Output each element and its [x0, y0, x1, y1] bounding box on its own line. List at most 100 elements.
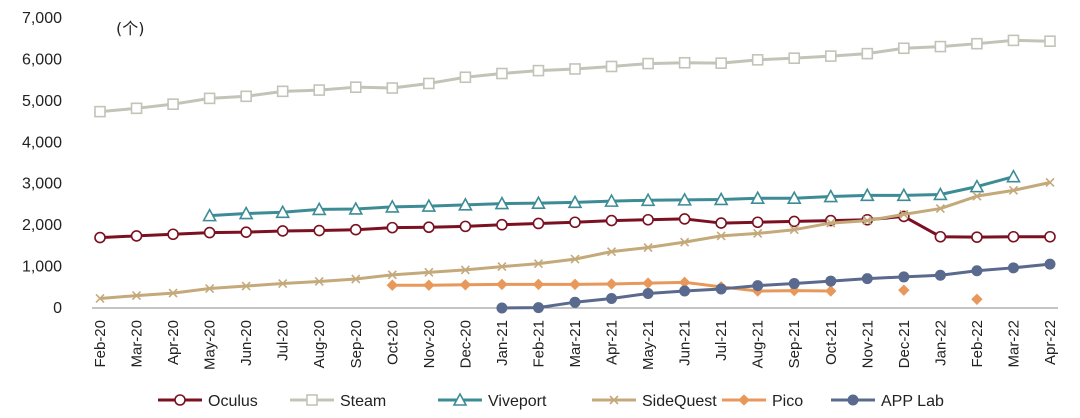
data-point-sidequest: [606, 247, 617, 257]
data-point-app-lab: [752, 280, 764, 292]
x-tick-label: Sep-20: [348, 320, 365, 368]
data-point-app-lab: [861, 273, 873, 285]
data-point-steam: [203, 92, 216, 105]
series-viveport: [202, 169, 1021, 222]
y-tick-label: 5,000: [22, 93, 62, 110]
data-point-sidequest: [570, 254, 580, 264]
data-point-sidequest: [899, 209, 909, 219]
x-tick-label: Apr-22: [1042, 320, 1059, 365]
x-tick-label: Jan-21: [494, 320, 511, 366]
data-point-steam: [532, 64, 545, 77]
data-point-viveport: [348, 201, 364, 215]
data-point-pico: [605, 278, 618, 290]
x-tick-label: Aug-20: [311, 320, 328, 368]
data-point-viveport: [1006, 169, 1021, 183]
data-point-steam: [496, 67, 508, 80]
data-point-oculus: [605, 214, 618, 227]
data-point-viveport: [859, 187, 875, 202]
x-tick-label: Nov-21: [859, 320, 876, 368]
legend-label: Oculus: [208, 393, 258, 410]
data-point-sidequest: [351, 274, 361, 284]
data-point-sidequest: [314, 276, 324, 287]
data-point-oculus: [203, 226, 216, 239]
data-point-oculus: [934, 230, 947, 243]
legend-label: APP Lab: [881, 393, 944, 410]
data-point-oculus: [423, 221, 435, 234]
data-point-pico: [459, 279, 472, 291]
data-point-oculus: [276, 225, 289, 237]
data-point-steam: [240, 90, 252, 103]
x-tick-label: Aug-21: [750, 320, 767, 368]
data-point-sidequest: [1008, 185, 1019, 195]
data-point-sidequest: [935, 204, 945, 214]
data-point-steam: [605, 60, 618, 73]
data-point-oculus: [569, 216, 581, 229]
legend-marker-app-lab: [847, 394, 859, 406]
data-point-sidequest: [643, 242, 653, 253]
x-tick-label: Apr-20: [165, 320, 182, 365]
data-point-viveport: [604, 193, 619, 207]
data-point-viveport: [531, 195, 546, 209]
data-point-oculus: [386, 221, 399, 234]
data-point-pico: [642, 277, 654, 289]
data-point-sidequest: [95, 293, 105, 304]
data-point-viveport: [896, 187, 912, 202]
data-point-viveport: [713, 191, 729, 206]
data-point-app-lab: [532, 302, 544, 314]
y-tick-label: 6,000: [22, 51, 62, 68]
data-point-viveport: [933, 186, 948, 201]
x-tick-label: Jul-20: [275, 320, 292, 361]
legend-label: SideQuest: [642, 393, 717, 410]
x-tick-label: Oct-20: [384, 320, 401, 365]
data-point-sidequest: [533, 259, 544, 269]
legend-item-oculus: Oculus: [158, 393, 258, 410]
data-point-viveport: [421, 198, 437, 212]
data-point-steam: [569, 63, 581, 75]
data-point-oculus: [349, 223, 362, 236]
data-point-pico: [898, 284, 910, 296]
x-tick-label: Mar-21: [567, 320, 584, 368]
data-point-viveport: [202, 207, 217, 222]
data-point-sidequest: [716, 231, 726, 241]
legend-marker-steam: [306, 394, 318, 406]
x-tick-label: Feb-22: [969, 320, 986, 368]
x-tick-label: Dec-21: [896, 320, 913, 368]
data-point-viveport: [823, 188, 839, 203]
data-point-oculus: [240, 226, 252, 238]
data-point-oculus: [751, 216, 764, 229]
data-point-oculus: [1007, 230, 1020, 243]
data-point-pico: [423, 279, 435, 291]
data-point-viveport: [384, 199, 400, 213]
data-point-oculus: [94, 231, 106, 244]
data-point-steam: [130, 102, 143, 115]
data-point-viveport: [677, 192, 692, 206]
data-point-steam: [313, 84, 326, 96]
data-point-app-lab: [606, 292, 618, 304]
data-point-sidequest: [753, 228, 763, 238]
legend-marker-oculus: [174, 394, 186, 406]
series-app-lab: [496, 258, 1056, 314]
x-tick-label: May-20: [202, 320, 219, 370]
x-tick-label: Dec-20: [457, 320, 474, 368]
data-point-pico: [386, 279, 399, 291]
data-point-pico: [496, 278, 508, 291]
data-point-sidequest: [680, 237, 690, 247]
data-point-oculus: [130, 230, 143, 242]
data-point-pico: [971, 293, 983, 306]
data-point-sidequest: [1045, 177, 1055, 188]
legend-item-sidequest: SideQuest: [592, 393, 717, 410]
data-point-oculus: [496, 218, 508, 231]
data-point-viveport: [275, 204, 291, 219]
data-point-app-lab: [971, 265, 983, 277]
data-point-steam: [715, 57, 727, 69]
data-point-sidequest: [387, 270, 397, 280]
data-point-steam: [167, 98, 179, 110]
data-point-oculus: [167, 228, 179, 241]
x-tick-label: Mar-20: [129, 320, 146, 368]
y-tick-label: 7,000: [22, 10, 62, 27]
data-point-steam: [934, 40, 947, 53]
data-point-app-lab: [642, 288, 654, 299]
y-unit-label: (个): [116, 19, 145, 38]
data-point-sidequest: [168, 288, 178, 298]
